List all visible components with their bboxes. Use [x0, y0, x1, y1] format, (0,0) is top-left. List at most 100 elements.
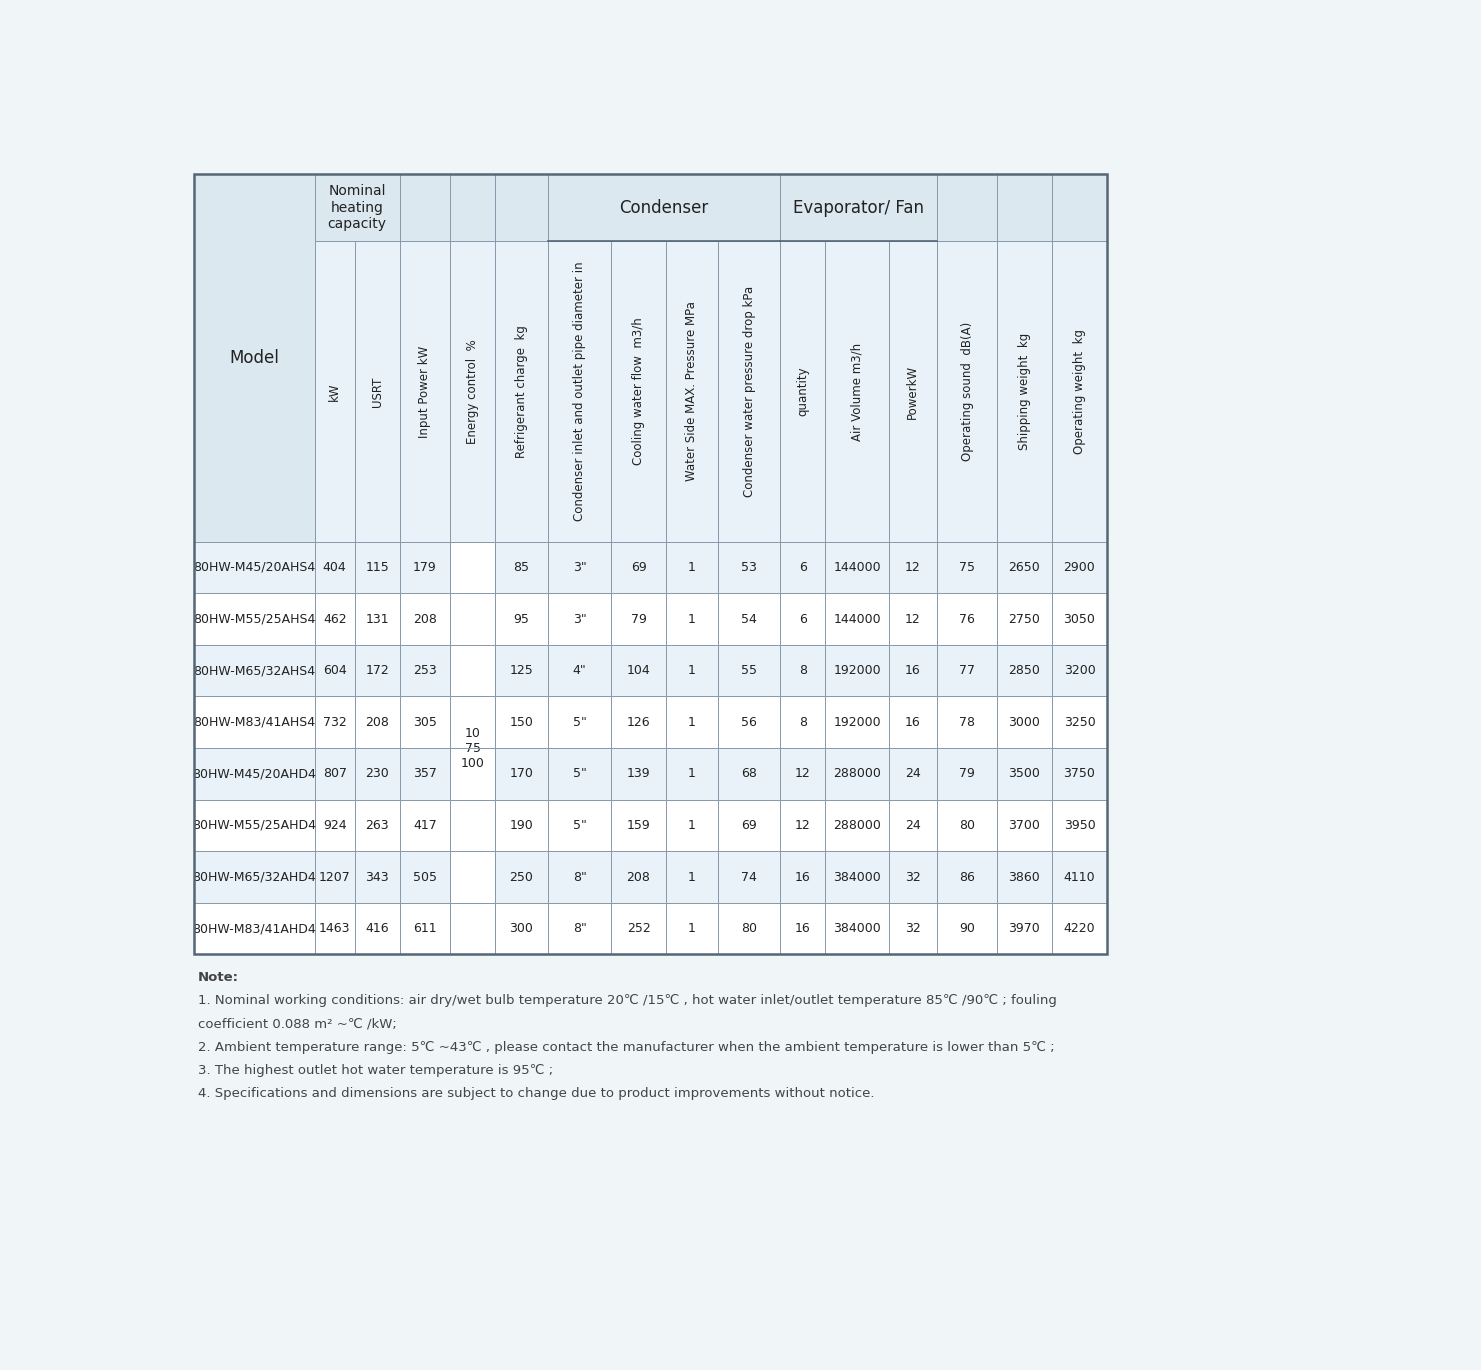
- Text: 12: 12: [795, 767, 810, 781]
- Bar: [194, 696, 314, 748]
- Bar: [780, 851, 825, 903]
- Bar: [450, 593, 495, 645]
- Bar: [495, 645, 548, 696]
- Bar: [997, 748, 1052, 800]
- Bar: [495, 241, 548, 541]
- Bar: [400, 903, 450, 955]
- Bar: [997, 541, 1052, 593]
- Text: coefficient 0.088 m² ~℃ /kW;: coefficient 0.088 m² ~℃ /kW;: [197, 1018, 397, 1030]
- Text: 3. The highest outlet hot water temperature is 95℃ ;: 3. The highest outlet hot water temperat…: [197, 1063, 552, 1077]
- Bar: [495, 593, 548, 645]
- Text: 68: 68: [742, 767, 757, 781]
- Text: 79: 79: [960, 767, 974, 781]
- Text: 179: 179: [413, 560, 437, 574]
- Bar: [825, 541, 889, 593]
- Bar: [718, 748, 780, 800]
- Bar: [612, 851, 665, 903]
- Text: 1: 1: [689, 715, 696, 729]
- Bar: [194, 174, 314, 541]
- Text: 150: 150: [509, 715, 533, 729]
- Bar: [780, 903, 825, 955]
- Bar: [718, 593, 780, 645]
- Bar: [314, 696, 355, 748]
- Text: Nominal
heating
capacity: Nominal heating capacity: [327, 185, 387, 230]
- Bar: [825, 696, 889, 748]
- Bar: [997, 593, 1052, 645]
- Bar: [1052, 903, 1108, 955]
- Text: Water Side MAX. Pressure MPa: Water Side MAX. Pressure MPa: [686, 301, 699, 481]
- Bar: [889, 696, 937, 748]
- Text: 16: 16: [905, 715, 921, 729]
- Text: 3": 3": [573, 560, 586, 574]
- Bar: [612, 593, 665, 645]
- Bar: [937, 696, 997, 748]
- Text: 3000: 3000: [1009, 715, 1040, 729]
- Text: 2900: 2900: [1063, 560, 1096, 574]
- Text: Shipping weight  kg: Shipping weight kg: [1017, 333, 1031, 451]
- Text: 24: 24: [905, 819, 921, 832]
- Text: 416: 416: [366, 922, 390, 936]
- Bar: [450, 800, 495, 851]
- Bar: [825, 241, 889, 541]
- Bar: [355, 696, 400, 748]
- Text: PowerkW: PowerkW: [906, 364, 920, 419]
- Text: 8": 8": [573, 870, 586, 884]
- Text: 1: 1: [689, 612, 696, 626]
- Text: 300: 300: [509, 922, 533, 936]
- Bar: [780, 645, 825, 696]
- Bar: [665, 903, 718, 955]
- Text: 4220: 4220: [1063, 922, 1096, 936]
- Bar: [1052, 851, 1108, 903]
- Text: USRT: USRT: [370, 377, 384, 407]
- Bar: [194, 541, 314, 593]
- Text: 95: 95: [514, 612, 529, 626]
- Bar: [355, 903, 400, 955]
- Bar: [400, 593, 450, 645]
- Text: 8": 8": [573, 922, 586, 936]
- Bar: [450, 541, 495, 593]
- Text: 85: 85: [514, 560, 530, 574]
- Bar: [997, 174, 1052, 241]
- Text: 1: 1: [689, 560, 696, 574]
- Text: 604: 604: [323, 664, 347, 677]
- Bar: [825, 593, 889, 645]
- Text: 252: 252: [626, 922, 650, 936]
- Bar: [495, 748, 548, 800]
- Text: 56: 56: [742, 715, 757, 729]
- Bar: [194, 174, 1108, 955]
- Bar: [780, 696, 825, 748]
- Bar: [548, 851, 612, 903]
- Text: 192000: 192000: [834, 715, 881, 729]
- Text: 80HW-M55/25AHS4: 80HW-M55/25AHS4: [194, 612, 315, 626]
- Bar: [314, 851, 355, 903]
- Text: 12: 12: [905, 612, 921, 626]
- Text: 4. Specifications and dimensions are subject to change due to product improvemen: 4. Specifications and dimensions are sub…: [197, 1086, 874, 1100]
- Bar: [495, 903, 548, 955]
- Text: Air Volume m3/h: Air Volume m3/h: [850, 342, 863, 441]
- Text: 3970: 3970: [1009, 922, 1040, 936]
- Bar: [889, 903, 937, 955]
- Text: 3050: 3050: [1063, 612, 1096, 626]
- Bar: [937, 645, 997, 696]
- Bar: [355, 593, 400, 645]
- Text: 1: 1: [689, 819, 696, 832]
- Text: 611: 611: [413, 922, 437, 936]
- Bar: [997, 696, 1052, 748]
- Bar: [665, 645, 718, 696]
- Text: kW: kW: [329, 382, 341, 401]
- Text: Energy control  %: Energy control %: [467, 340, 480, 444]
- Bar: [612, 645, 665, 696]
- Text: 1: 1: [689, 870, 696, 884]
- Bar: [450, 541, 495, 955]
- Bar: [355, 851, 400, 903]
- Bar: [997, 800, 1052, 851]
- Bar: [612, 800, 665, 851]
- Bar: [548, 748, 612, 800]
- Bar: [355, 541, 400, 593]
- Text: quantity: quantity: [797, 367, 809, 416]
- Text: 384000: 384000: [834, 870, 881, 884]
- Bar: [495, 851, 548, 903]
- Text: Refrigerant charge  kg: Refrigerant charge kg: [515, 325, 527, 458]
- Text: 80HW-M55/25AHD4: 80HW-M55/25AHD4: [193, 819, 317, 832]
- Bar: [194, 748, 314, 800]
